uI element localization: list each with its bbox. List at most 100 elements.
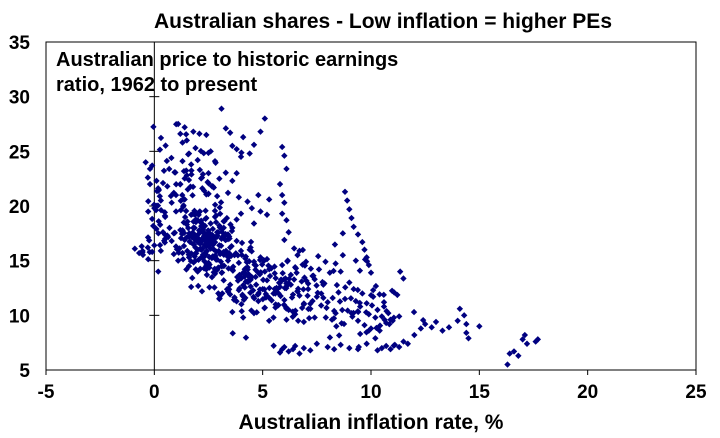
- y-tick-label: 35: [9, 33, 31, 54]
- data-point: [181, 213, 189, 221]
- data-point: [220, 277, 227, 284]
- x-tick-label: 25: [685, 382, 707, 403]
- data-point: [223, 214, 231, 222]
- data-point: [428, 324, 435, 331]
- data-point: [173, 246, 181, 253]
- data-point: [201, 258, 208, 265]
- data-point: [320, 294, 327, 302]
- data-point: [184, 224, 192, 232]
- data-point: [217, 258, 225, 265]
- data-point: [239, 282, 247, 289]
- data-point: [152, 206, 160, 214]
- data-point: [242, 334, 250, 341]
- data-point: [266, 272, 274, 280]
- data-point: [301, 274, 308, 281]
- data-point: [278, 261, 286, 269]
- data-point: [172, 181, 180, 188]
- data-point: [185, 251, 192, 258]
- data-point: [224, 189, 232, 197]
- data-point: [281, 296, 288, 304]
- data-point: [189, 274, 196, 282]
- data-point: [355, 343, 362, 351]
- data-point: [289, 313, 296, 320]
- data-point: [218, 226, 226, 233]
- data-point: [203, 131, 210, 139]
- data-point: [263, 211, 271, 218]
- data-point: [151, 242, 158, 249]
- data-point: [192, 244, 199, 251]
- data-point: [157, 134, 165, 142]
- data-point: [283, 280, 290, 287]
- data-point: [204, 235, 212, 243]
- y-tick-labels: 5 10 15 20 25 30 35: [9, 33, 31, 382]
- data-point: [361, 246, 368, 253]
- data-point: [281, 236, 288, 244]
- data-point: [270, 314, 277, 321]
- data-point: [354, 317, 362, 324]
- data-point: [213, 192, 221, 200]
- data-point: [348, 214, 355, 222]
- data-point: [248, 307, 255, 314]
- data-point: [210, 268, 217, 276]
- data-point: [187, 161, 195, 168]
- data-point: [260, 257, 268, 265]
- data-point: [315, 266, 323, 273]
- data-point: [363, 300, 370, 307]
- data-point: [324, 343, 331, 351]
- data-point: [515, 352, 522, 359]
- data-point: [321, 280, 328, 287]
- data-point: [304, 285, 312, 293]
- data-point: [195, 282, 202, 290]
- data-point: [404, 340, 412, 347]
- data-point: [257, 208, 264, 215]
- data-point: [168, 154, 175, 162]
- data-point: [180, 242, 188, 250]
- data-point: [376, 291, 383, 298]
- data-point: [356, 267, 364, 274]
- data-point: [373, 324, 380, 332]
- data-point: [465, 335, 472, 342]
- data-point: [504, 361, 511, 368]
- data-point: [205, 149, 212, 157]
- data-point: [180, 229, 188, 237]
- data-point: [231, 294, 238, 301]
- data-point: [342, 284, 349, 291]
- data-point: [238, 149, 245, 156]
- data-point: [233, 145, 240, 153]
- data-point: [229, 142, 236, 150]
- data-point: [239, 291, 246, 298]
- data-point: [207, 220, 214, 227]
- data-point: [506, 350, 513, 357]
- data-point: [187, 283, 195, 291]
- data-point: [519, 336, 526, 343]
- data-point: [281, 284, 289, 292]
- x-tick-label: -5: [38, 382, 55, 403]
- data-point: [256, 286, 264, 293]
- data-point: [172, 208, 180, 215]
- data-point: [233, 216, 240, 223]
- data-point: [307, 265, 315, 272]
- data-point: [329, 294, 336, 302]
- data-point: [339, 230, 347, 237]
- data-point: [173, 121, 180, 128]
- data-point: [157, 206, 165, 214]
- data-point: [285, 229, 292, 236]
- y-tick-marks: [149, 41, 160, 371]
- data-point: [296, 350, 303, 357]
- data-point: [300, 300, 308, 307]
- data-point: [261, 304, 268, 312]
- data-point: [239, 314, 247, 321]
- data-point: [341, 295, 349, 303]
- data-point: [368, 302, 376, 309]
- data-point: [523, 340, 531, 347]
- data-point: [463, 320, 470, 328]
- data-point: [179, 139, 186, 146]
- data-point: [381, 316, 388, 324]
- data-point: [305, 305, 312, 313]
- data-point: [262, 294, 270, 301]
- data-point: [339, 306, 346, 314]
- data-point: [165, 165, 173, 173]
- data-point: [234, 277, 242, 284]
- data-point: [148, 215, 156, 223]
- data-point: [293, 269, 300, 276]
